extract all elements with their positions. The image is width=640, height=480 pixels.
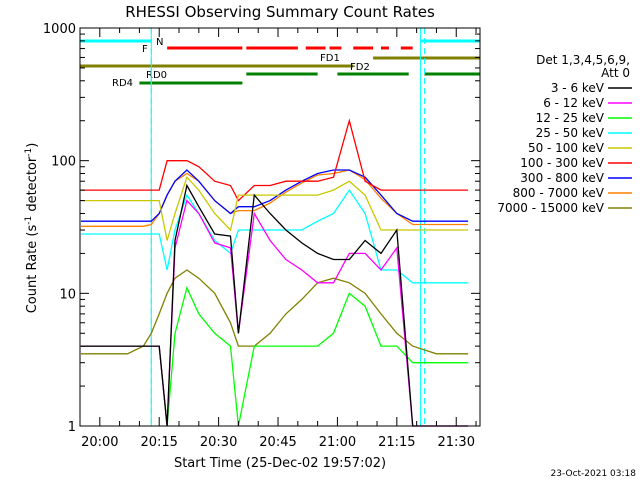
rd4-flag-label: RD4 [112,78,133,89]
y-tick-label: 10 [59,287,76,302]
observing-flags: NF FD1 FD2 RD0 RD4 [79,28,481,426]
x-axis: 20:00 20:15 20:30 20:45 21:00 21:15 21:30 [79,28,477,450]
legend-label: 50 - 100 keV [528,141,605,155]
chart-title: RHESSI Observing Summary Count Rates [125,3,435,21]
legend-header-line: Det 1,3,4,5,6,9, [536,53,630,67]
y-axis-label: Count Rate (s-1 detector-1) [24,143,40,314]
plot-frame [79,27,481,427]
x-tick-label: 21:30 [438,435,475,450]
legend-label: 6 - 12 keV [543,96,605,110]
x-tick-label: 21:00 [319,435,356,450]
x-tick-label: 20:30 [200,435,237,450]
series-lines [81,118,469,427]
y-tick-label: 100 [51,155,76,170]
legend-label: 3 - 6 keV [551,81,605,95]
legend-label: 12 - 25 keV [536,111,605,125]
series-line-2 [81,285,469,427]
y-axis: 1 10 100 1000 [43,22,480,435]
fd1-flag-label: FD1 [320,53,340,64]
footer-date: 23-Oct-2021 03:18 [551,469,637,479]
series-line-8 [81,269,469,355]
x-tick-label: 20:15 [140,435,177,450]
x-axis-label: Start Time (25-Dec-02 19:57:02) [174,456,386,471]
legend-label: 300 - 800 keV [520,171,604,185]
y-tick-label: 1000 [43,22,76,37]
series-line-6 [81,169,469,222]
series-line-7 [81,169,469,227]
x-tick-label: 21:15 [378,435,415,450]
y-axis-label-tail: detector [25,156,40,216]
legend-label: 800 - 7000 keV [513,186,605,200]
legend-label: 7000 - 15000 keV [497,201,604,215]
flare-flag-label: F [142,44,148,55]
series-line-5 [81,118,469,202]
legend-label: 25 - 50 keV [536,126,605,140]
x-tick-label: 20:00 [81,435,118,450]
night-flag-label: N [156,37,163,48]
fd2-flag-label: FD2 [350,62,370,73]
y-axis-label-sup: -1 [24,216,34,225]
y-tick-label: 1 [68,420,76,435]
y-axis-label-sup-2: -1 [24,148,34,157]
y-axis-label-main: Count Rate (s [25,225,40,314]
series-line-3 [81,188,469,284]
series-line-0 [81,183,469,427]
y-axis-label-close: ) [25,143,40,148]
rd0-flag-label: RD0 [146,70,167,81]
x-tick-label: 20:45 [259,435,296,450]
legend-label: 100 - 300 keV [520,156,604,170]
series-line-4 [81,175,469,241]
legend-header-line: Att 0 [601,66,630,80]
